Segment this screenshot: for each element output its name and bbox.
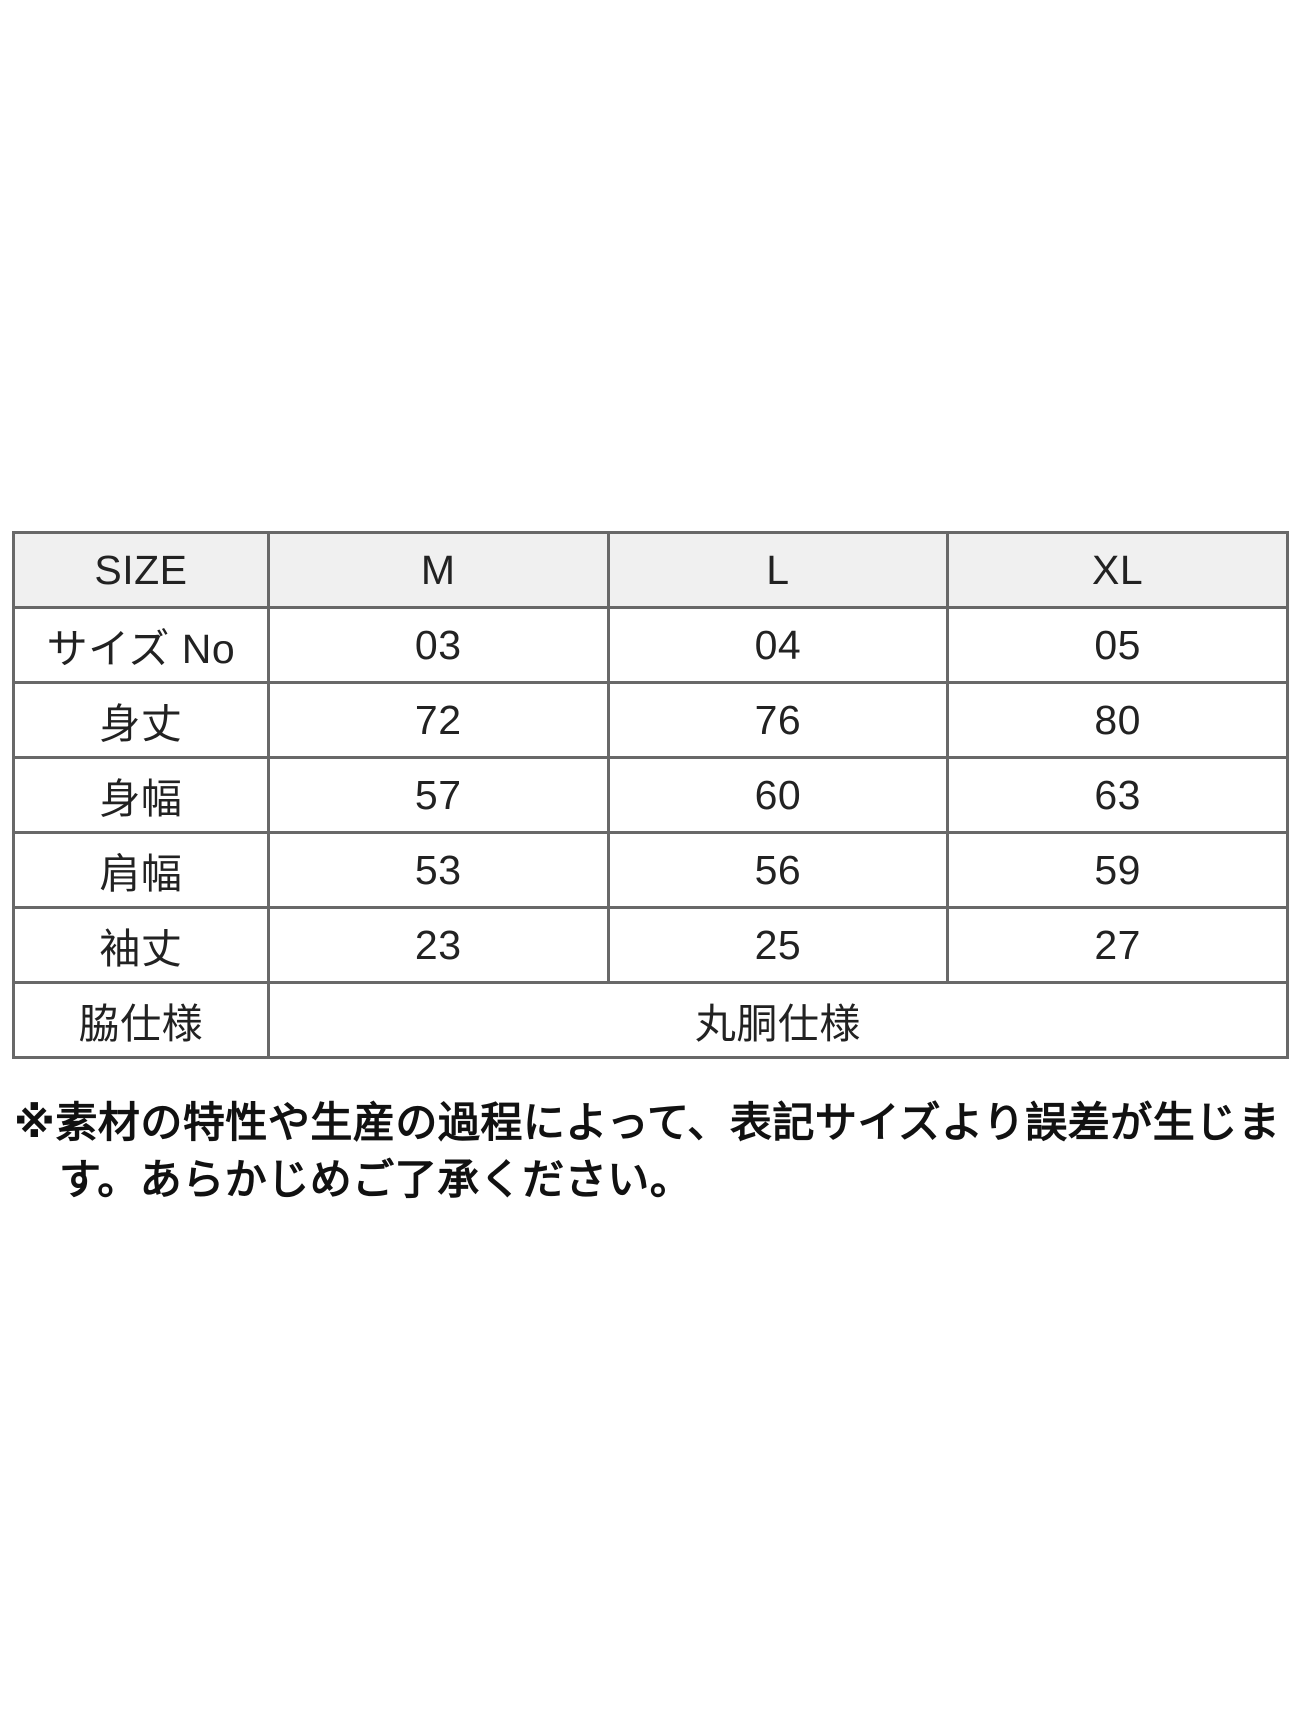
note-line-2: す。あらかじめご了承ください。: [59, 1156, 693, 1203]
cell-value: 05: [946, 606, 1289, 684]
cell-value: 53: [266, 831, 610, 909]
size-chart-table: SIZE M L XL サイズ No 03 04 05 身丈 72 76 80: [12, 531, 1290, 1059]
row-label: 脇仕様: [12, 981, 270, 1059]
cell-value: 03: [266, 606, 610, 684]
cell-value: 04: [606, 606, 950, 684]
table-row-shoulder-width: 肩幅 53 56 59: [12, 831, 1289, 909]
cell-value: 59: [946, 831, 1289, 909]
col-header-m: M: [266, 531, 610, 609]
cell-value: 23: [266, 906, 610, 984]
col-header-size: SIZE: [12, 531, 270, 609]
cell-value: 80: [946, 681, 1289, 759]
cell-value: 72: [266, 681, 610, 759]
merged-cell-value: 丸胴仕様: [266, 981, 1290, 1059]
table-row-sleeve-length: 袖丈 23 25 27: [12, 906, 1289, 984]
table-row-body-length: 身丈 72 76 80: [12, 681, 1289, 759]
table-row-side-spec: 脇仕様 丸胴仕様: [12, 981, 1290, 1059]
row-label: 袖丈: [12, 906, 270, 984]
cell-value: 25: [606, 906, 950, 984]
row-label: 身幅: [12, 756, 270, 834]
header-row: SIZE M L XL: [12, 531, 1289, 609]
table-row-size-no: サイズ No 03 04 05: [12, 606, 1289, 684]
row-label: 肩幅: [12, 831, 270, 909]
row-label: 身丈: [12, 681, 270, 759]
cell-value: 27: [946, 906, 1289, 984]
note-line-1: ※素材の特性や生産の過程によって、表記サイズより誤差が生じま: [14, 1099, 1281, 1146]
size-disclaimer-note: ※素材の特性や生産の過程によって、表記サイズより誤差が生じま す。あらかじめご了…: [14, 1094, 1284, 1208]
table-row-body-width: 身幅 57 60 63: [12, 756, 1289, 834]
col-header-xl: XL: [946, 531, 1289, 609]
cell-value: 56: [606, 831, 950, 909]
cell-value: 60: [606, 756, 950, 834]
size-chart-table-container: SIZE M L XL サイズ No 03 04 05 身丈 72 76 80: [12, 531, 1290, 1059]
col-header-l: L: [606, 531, 950, 609]
cell-value: 76: [606, 681, 950, 759]
cell-value: 63: [946, 756, 1289, 834]
cell-value: 57: [266, 756, 610, 834]
row-label: サイズ No: [12, 606, 270, 684]
